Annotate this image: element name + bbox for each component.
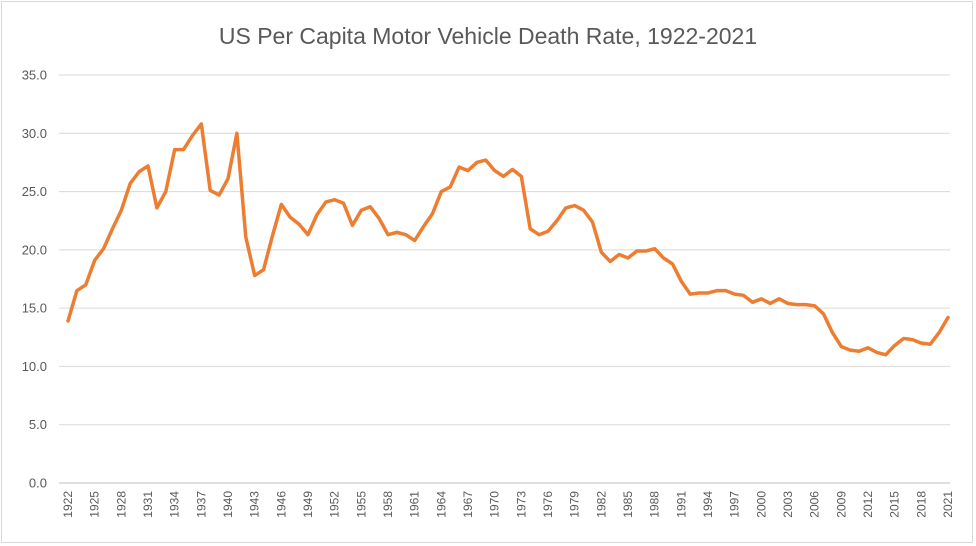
x-tick-label: 2006 bbox=[808, 491, 822, 518]
y-tick-label: 15.0 bbox=[22, 301, 47, 316]
x-tick-label: 2009 bbox=[834, 491, 848, 518]
series-group bbox=[66, 122, 950, 357]
x-tick-label: 1943 bbox=[248, 491, 262, 518]
x-tick-label: 1994 bbox=[701, 491, 715, 518]
x-tick-label: 1946 bbox=[274, 491, 288, 518]
y-tick-label: 30.0 bbox=[22, 126, 47, 141]
x-tick-label: 1934 bbox=[168, 491, 182, 518]
x-tick-label: 1925 bbox=[88, 491, 102, 518]
x-tick-label: 1973 bbox=[514, 491, 528, 518]
x-tick-label: 1985 bbox=[621, 491, 635, 518]
y-tick-label: 10.0 bbox=[22, 359, 47, 374]
x-tick-label: 1976 bbox=[541, 491, 555, 518]
x-tick-label: 2015 bbox=[888, 491, 902, 518]
x-tick-label: 1952 bbox=[328, 491, 342, 518]
x-tick-label: 1979 bbox=[568, 491, 582, 518]
x-tick-label: 1988 bbox=[648, 491, 662, 518]
x-tick-label: 2003 bbox=[781, 491, 795, 518]
x-tick-label: 1967 bbox=[461, 491, 475, 518]
y-tick-label: 25.0 bbox=[22, 184, 47, 199]
x-tick-label: 2012 bbox=[861, 491, 875, 518]
x-tick-label: 1964 bbox=[434, 491, 448, 518]
x-tick-label: 1931 bbox=[141, 491, 155, 518]
x-tick-label: 1922 bbox=[61, 491, 75, 518]
x-tick-label: 1958 bbox=[381, 491, 395, 518]
x-tick-label: 1928 bbox=[114, 491, 128, 518]
x-tick-label: 1991 bbox=[674, 491, 688, 518]
x-tick-label: 1970 bbox=[488, 491, 502, 518]
y-tick-label: 5.0 bbox=[29, 417, 47, 432]
y-axis-tick-labels: 0.0 5.0 10.0 15.0 20.0 25.0 30.0 35.0 bbox=[22, 68, 47, 491]
y-tick-label: 0.0 bbox=[29, 476, 47, 491]
x-tick-label: 2000 bbox=[754, 491, 768, 518]
y-tick-label: 20.0 bbox=[22, 242, 47, 257]
x-tick-label: 1937 bbox=[194, 491, 208, 518]
x-tick-label: 1982 bbox=[594, 491, 608, 518]
y-tick-label: 35.0 bbox=[22, 68, 47, 83]
gridlines bbox=[59, 74, 950, 426]
x-tick-label: 1955 bbox=[354, 491, 368, 518]
x-axis-tick-labels: 1922 1925 1928 1931 1934 1937 1940 1943 1946 1949… bbox=[61, 491, 955, 518]
x-tick-label: 2021 bbox=[941, 491, 955, 518]
chart-title: US Per Capita Motor Vehicle Death Rate, … bbox=[219, 23, 757, 49]
x-tick-label: 1997 bbox=[728, 491, 742, 518]
x-tick-label: 1961 bbox=[408, 491, 422, 518]
x-tick-label: 1940 bbox=[221, 491, 235, 518]
series-line bbox=[66, 122, 950, 357]
x-tick-label: 2018 bbox=[914, 491, 928, 518]
x-tick-label: 1949 bbox=[301, 491, 315, 518]
